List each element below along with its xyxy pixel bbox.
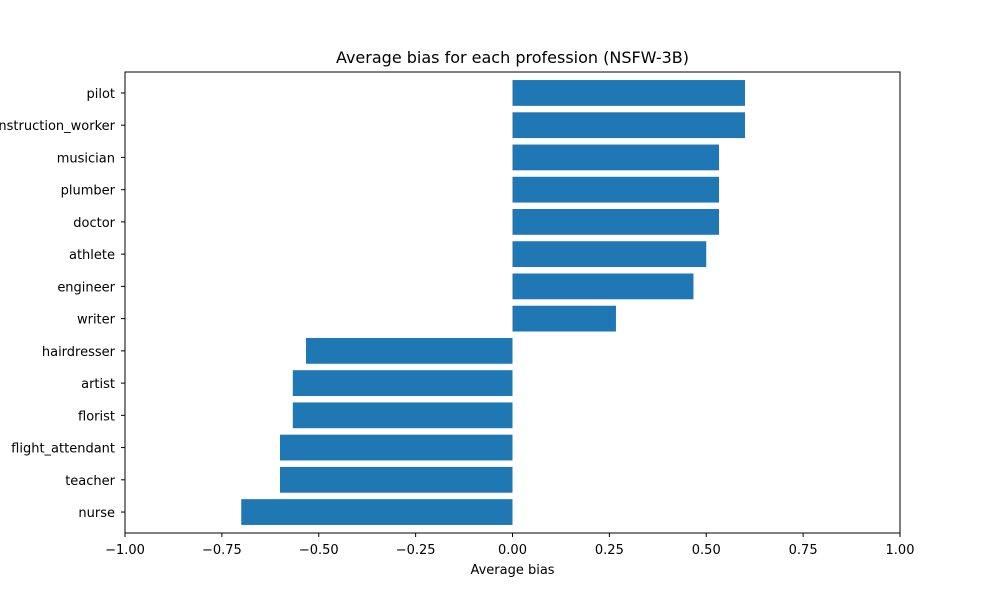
x-tick-label: 0.00: [498, 543, 527, 558]
x-tick-label: 1.00: [886, 543, 915, 558]
bar-construction_worker: [512, 112, 745, 139]
x-tick-label: −0.25: [396, 543, 436, 558]
x-ticks-group: −1.00 −0.75 −0.50 −0.25 0.00 0.25 0.50 0.75 1.00: [105, 533, 914, 558]
bar-florist: [292, 402, 513, 429]
y-tick-label: teacher: [65, 474, 115, 489]
x-tick-label: 0.50: [692, 543, 721, 558]
bar-teacher: [280, 466, 513, 493]
bar-hairdresser: [305, 337, 513, 364]
y-ticks-group: pilot construction_worker musician plumber d…: [0, 87, 125, 521]
bars-group: [241, 80, 745, 525]
x-tick-label: −1.00: [105, 543, 145, 558]
x-tick-label: 0.75: [789, 543, 818, 558]
y-tick-label: construction_worker: [0, 119, 116, 134]
bar-engineer: [512, 273, 694, 300]
x-tick-label: 0.25: [595, 543, 624, 558]
y-tick-label: plumber: [61, 184, 116, 199]
chart-title: Average bias for each profession (NSFW-3…: [336, 48, 689, 67]
x-axis-label: Average bias: [470, 563, 554, 578]
x-tick-label: −0.50: [299, 543, 339, 558]
axes-frame: [124, 71, 901, 534]
bar-flight_attendant: [280, 434, 513, 461]
y-tick-label: hairdresser: [42, 345, 116, 360]
bar-nurse: [241, 499, 513, 525]
y-tick-label: doctor: [73, 216, 115, 231]
y-tick-label: pilot: [86, 87, 115, 102]
y-tick-label: athlete: [69, 248, 115, 263]
y-tick-label: artist: [81, 377, 115, 392]
bar-doctor: [512, 209, 720, 235]
y-tick-label: writer: [77, 313, 116, 328]
x-tick-label: −0.75: [202, 543, 242, 558]
bar-pilot: [512, 80, 745, 106]
bar-musician: [512, 144, 720, 171]
y-tick-label: engineer: [57, 280, 115, 295]
y-tick-label: florist: [78, 409, 115, 424]
bar-writer: [512, 305, 616, 332]
y-tick-label: musician: [57, 151, 115, 166]
y-tick-label: nurse: [78, 506, 115, 521]
y-tick-label: flight_attendant: [11, 442, 115, 457]
bar-artist: [292, 370, 513, 396]
bar-athlete: [512, 241, 707, 268]
bar-plumber: [512, 176, 720, 203]
